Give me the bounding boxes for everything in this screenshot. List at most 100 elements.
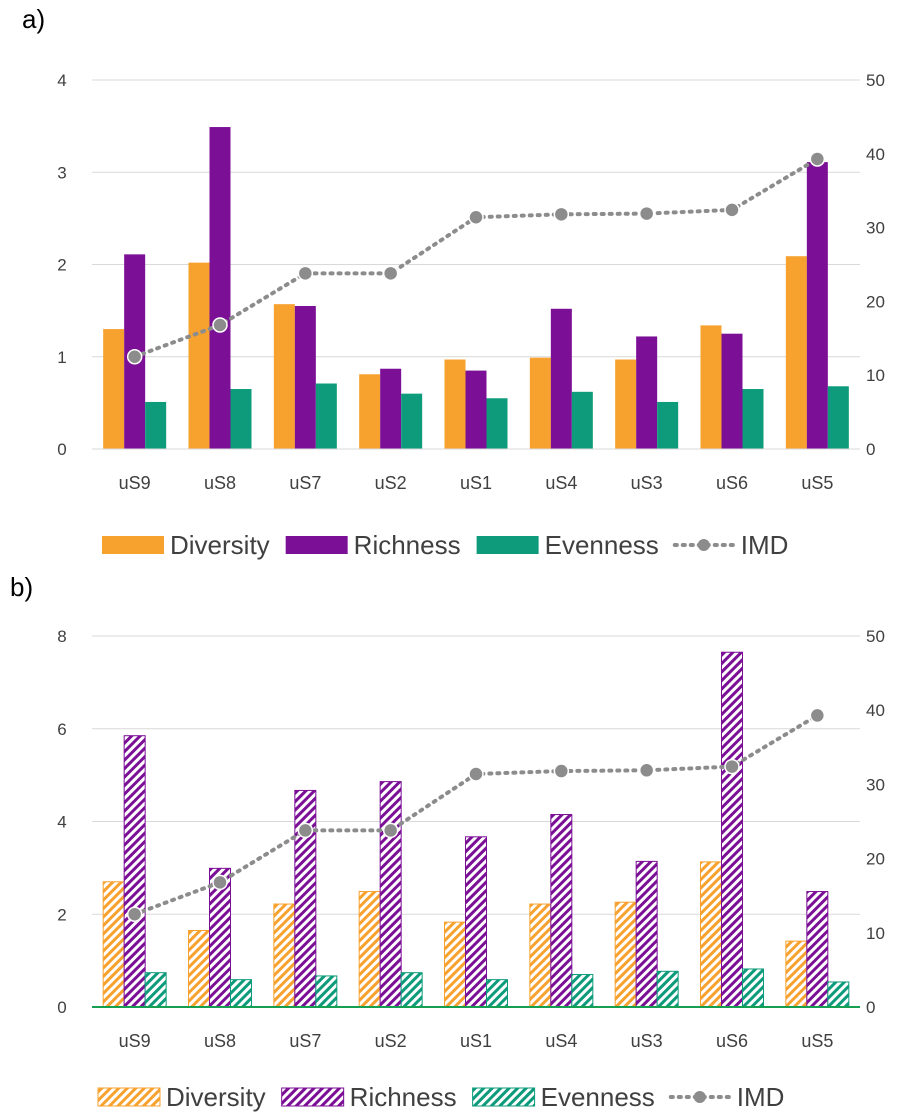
imd-point-uS1	[468, 766, 484, 782]
bar-diversity-uS3	[614, 901, 637, 1008]
imd-point-uS5	[809, 151, 826, 167]
bar-diversity-uS6	[700, 861, 722, 1008]
panel-label-b: b)	[10, 572, 34, 602]
imd-point-uS5	[809, 707, 826, 724]
imd-point-uS4	[553, 763, 570, 779]
imd-point-uS8	[212, 874, 228, 891]
imd-point-uS2	[382, 265, 399, 282]
bar-evenness-uS1	[486, 398, 508, 449]
bar-evenness-uS6	[742, 968, 764, 1008]
bar-evenness-uS7	[315, 975, 338, 1008]
y-tick-label: 2	[57, 905, 66, 924]
y2-tick-label: 50	[866, 71, 885, 90]
legend-marker-imd	[697, 539, 710, 551]
y2-tick-label: 0	[866, 440, 875, 459]
imd-point-uS7	[297, 265, 314, 282]
y-tick-label: 6	[57, 720, 66, 739]
bar-diversity-uS8	[188, 262, 210, 449]
imd-point-uS8	[212, 317, 228, 333]
bar-richness-uS2	[379, 781, 402, 1008]
y2-tick-label: 10	[866, 924, 885, 943]
imd-point-uS6	[724, 202, 740, 218]
y-tick-label: 3	[57, 163, 66, 182]
bar-evenness-uS5	[827, 386, 849, 449]
bar-diversity-uS9	[103, 329, 125, 449]
x-tick-label-uS8: uS8	[204, 1031, 236, 1051]
bar-diversity-uS5	[785, 256, 807, 449]
bar-richness-uS6	[721, 651, 743, 1008]
legend-swatch-richness	[285, 536, 348, 554]
bar-richness-uS2	[380, 368, 402, 449]
bar-diversity-uS7	[273, 903, 296, 1008]
bar-richness-uS6	[721, 333, 743, 449]
x-tick-label-uS5: uS5	[801, 473, 833, 493]
y-tick-label: 0	[57, 440, 66, 459]
bar-richness-uS3	[636, 336, 658, 449]
x-tick-label-uS3: uS3	[631, 473, 663, 493]
legend-marker-imd	[693, 1091, 706, 1103]
bar-evenness-uS3	[656, 970, 679, 1008]
bar-richness-uS4	[550, 814, 573, 1008]
imd-point-uS7	[297, 822, 314, 839]
bar-diversity-uS3	[615, 359, 637, 449]
bar-diversity-uS9	[102, 881, 125, 1008]
bar-richness-uS1	[465, 836, 487, 1008]
bar-diversity-uS2	[358, 891, 381, 1008]
x-tick-label-uS7: uS7	[289, 1031, 321, 1051]
y-tick-label: 1	[57, 348, 66, 367]
y-tick-label: 0	[57, 998, 66, 1017]
y-tick-label: 2	[57, 256, 66, 275]
bar-diversity-uS7	[273, 304, 295, 449]
bar-richness-uS5	[806, 162, 828, 450]
y2-tick-label: 40	[866, 701, 885, 720]
legend-label-evenness: Evenness	[541, 1082, 655, 1112]
x-tick-label-uS1: uS1	[460, 1031, 492, 1051]
bar-evenness-uS4	[571, 974, 594, 1008]
y2-tick-label: 30	[866, 775, 885, 794]
bar-diversity-uS2	[359, 374, 381, 449]
x-tick-label-uS9: uS9	[119, 473, 151, 493]
bar-evenness-uS4	[571, 391, 593, 449]
legend-label-diversity: Diversity	[166, 1082, 266, 1112]
panel-label-a: a)	[22, 4, 46, 34]
bar-evenness-uS6	[742, 389, 764, 449]
legend-swatch-diversity	[102, 536, 164, 554]
bar-evenness-uS2	[401, 393, 423, 449]
x-tick-label-uS9: uS9	[119, 1031, 151, 1051]
bar-richness-uS9	[123, 735, 146, 1008]
y2-tick-label: 20	[866, 850, 885, 869]
y2-tick-label: 40	[866, 145, 885, 164]
bar-richness-uS1	[465, 370, 487, 449]
bar-richness-uS8	[209, 127, 231, 450]
x-tick-label-uS7: uS7	[289, 473, 321, 493]
bar-richness-uS3	[635, 860, 658, 1008]
bar-evenness-uS8	[230, 979, 252, 1008]
bar-evenness-uS9	[145, 401, 167, 449]
bar-evenness-uS2	[400, 972, 423, 1008]
x-tick-label-uS8: uS8	[204, 473, 236, 493]
bar-richness-uS7	[294, 306, 316, 449]
bar-richness-uS5	[806, 891, 829, 1008]
y2-tick-label: 30	[866, 219, 885, 238]
y-tick-label: 4	[57, 71, 66, 90]
bar-diversity-uS1	[444, 921, 466, 1008]
x-tick-label-uS2: uS2	[375, 473, 407, 493]
imd-point-uS3	[638, 762, 655, 779]
imd-point-uS1	[468, 209, 484, 226]
bar-diversity-uS8	[188, 929, 210, 1008]
imd-point-uS3	[638, 205, 655, 222]
imd-point-uS9	[126, 906, 143, 922]
bar-evenness-uS7	[315, 383, 337, 449]
x-tick-label-uS1: uS1	[460, 473, 492, 493]
x-tick-label-uS5: uS5	[801, 1031, 833, 1051]
bar-evenness-uS8	[230, 389, 252, 449]
bar-diversity-uS1	[444, 359, 466, 449]
bar-diversity-uS4	[529, 357, 551, 449]
legend-label-imd: IMD	[737, 1082, 785, 1112]
x-tick-label-uS3: uS3	[631, 1031, 663, 1051]
imd-point-uS6	[724, 758, 740, 775]
y2-tick-label: 0	[866, 998, 875, 1017]
bar-diversity-uS5	[785, 940, 808, 1008]
chart-b: 0 2 4 6 8 0 10 20 30 40 50 uS9 uS8 uS7 uS2 uS1 uS4 uS3 uS6…	[57, 627, 885, 1112]
